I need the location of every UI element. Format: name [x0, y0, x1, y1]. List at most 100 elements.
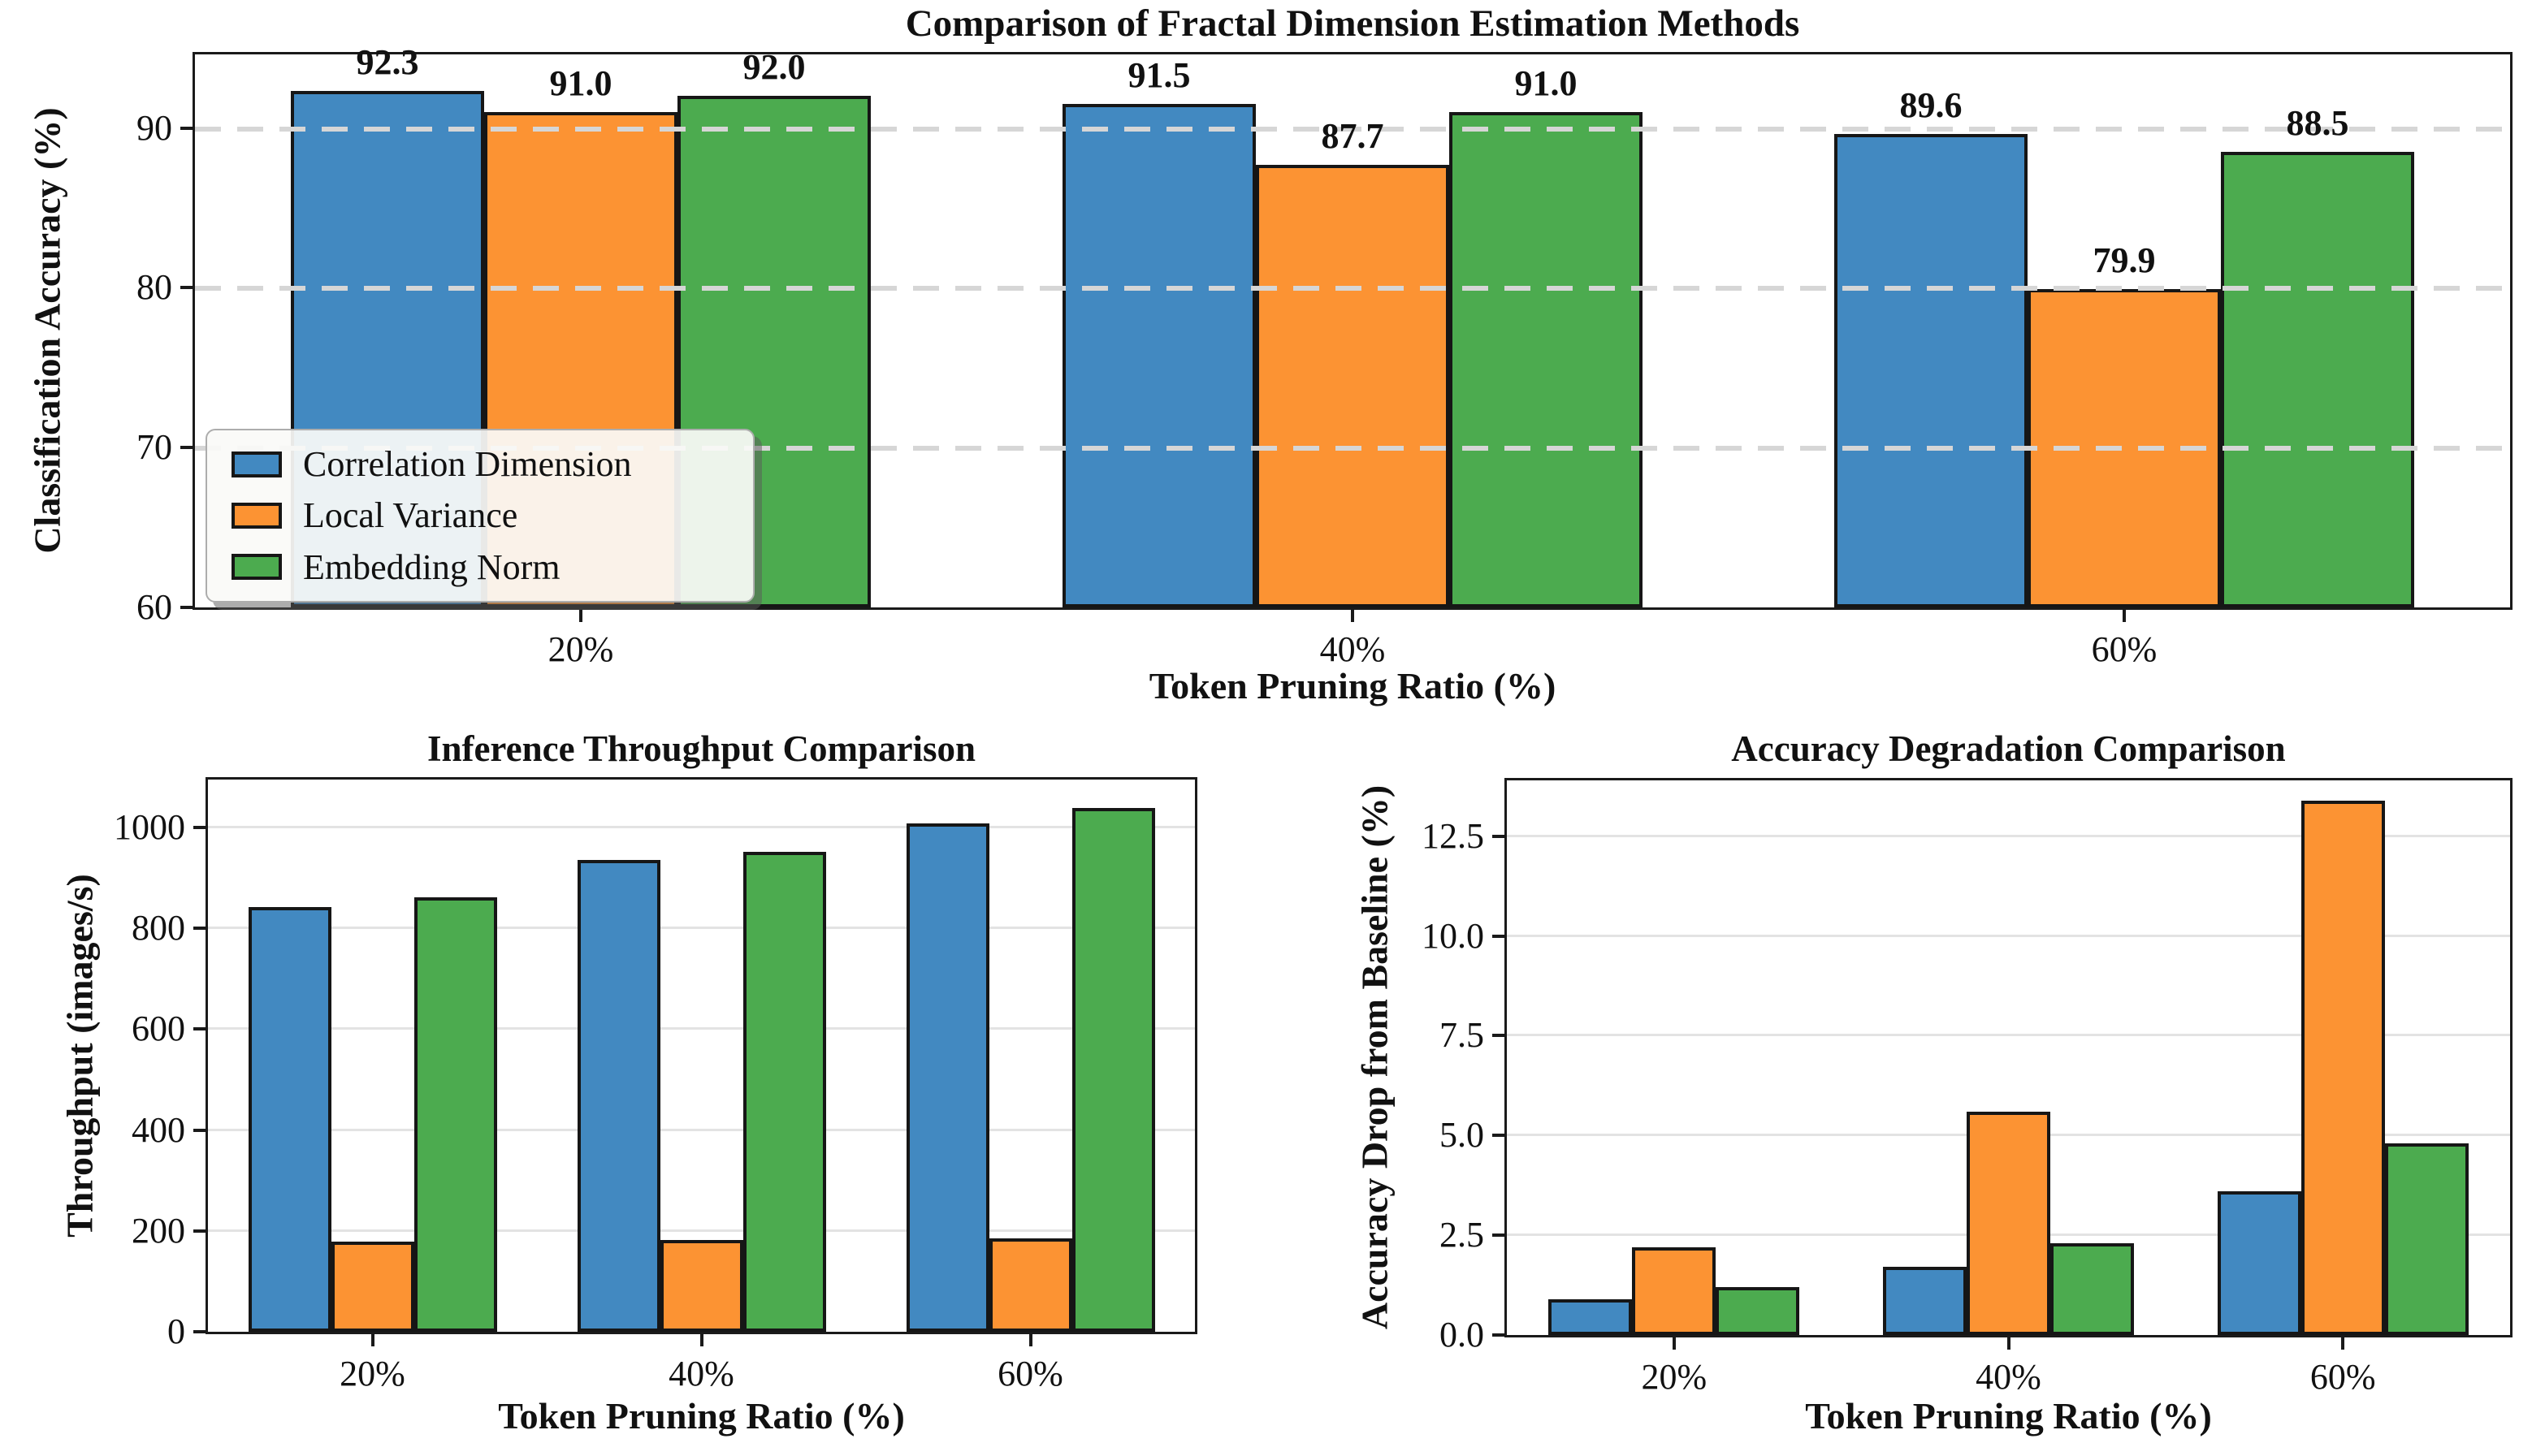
y-tick-label: 70 [136, 427, 172, 468]
bar-value-label: 92.0 [742, 47, 806, 88]
x-tick-label: 20% [548, 629, 614, 669]
y-tick-mark [193, 1128, 206, 1132]
y-tick-mark [193, 825, 206, 829]
bar-value-label: 91.0 [549, 63, 612, 103]
bar-correlation-dimension-40% [577, 859, 660, 1332]
legend-item-correlation-dimension: Correlation Dimension [232, 443, 753, 485]
plot-area: 60 70 80 90 20% 92.3 91.0 92.0 40% 91.5 87.7 91.0 60… [136, 42, 2513, 669]
y-tick-label: 10.0 [1422, 915, 1484, 956]
y-tick-mark [180, 126, 193, 130]
chart-title: Inference Throughput Comparison [426, 728, 976, 769]
x-tick-mark [370, 1334, 374, 1346]
legend-label: Local Variance [303, 495, 518, 536]
x-tick-label: 60% [2091, 629, 2158, 669]
x-tick-mark [2123, 610, 2126, 622]
legend-swatch-local-variance [232, 502, 282, 529]
bar-embedding-norm-40% [1449, 111, 1643, 607]
y-tick-mark [193, 1330, 206, 1333]
y-tick-mark [1492, 834, 1504, 838]
bar-correlation-dimension-60% [1834, 134, 2028, 607]
bar-local-variance-20% [1632, 1246, 1716, 1335]
y-tick-mark [1492, 1134, 1504, 1138]
y-tick-mark [180, 286, 193, 290]
x-tick-mark [2006, 1337, 2010, 1350]
x-tick-mark [1672, 1337, 1676, 1350]
x-axis-label: Token Pruning Ratio (%) [1149, 665, 1556, 706]
plot-area: 0 200 400 600 800 1000 20% 40% 60% [114, 777, 1197, 1393]
y-tick-label: 80 [136, 267, 172, 308]
bar-embedding-norm-20% [1716, 1287, 1800, 1335]
bar-value-label: 79.9 [2093, 240, 2156, 281]
bar-embedding-norm-20% [413, 897, 497, 1332]
y-tick-label: 1000 [114, 806, 185, 847]
legend: Correlation Dimension Local Variance Emb… [206, 429, 755, 603]
y-tick-label: 0 [167, 1311, 185, 1351]
gridline [208, 825, 1195, 828]
y-axis-label: Classification Accuracy (%) [26, 107, 68, 554]
x-tick-mark [699, 1334, 703, 1346]
x-tick-mark [2341, 1337, 2345, 1350]
bar-embedding-norm-60% [1071, 808, 1155, 1332]
bar-value-label: 87.7 [1321, 115, 1384, 156]
y-tick-label: 800 [132, 908, 185, 948]
y-tick-mark [1492, 1333, 1504, 1337]
x-tick-label: 40% [1319, 629, 1386, 669]
gridline [208, 1128, 1195, 1131]
gridline [1507, 934, 2510, 937]
gridline [195, 446, 2510, 451]
x-tick-label: 40% [1976, 1357, 2041, 1397]
y-tick-mark [180, 606, 193, 609]
bar-local-variance-40% [1967, 1111, 2050, 1335]
bar-correlation-dimension-40% [1063, 104, 1256, 607]
y-tick-mark [193, 927, 206, 931]
bar-local-variance-20% [331, 1242, 414, 1332]
x-tick-label: 60% [2309, 1357, 2376, 1397]
bar-correlation-dimension-60% [906, 823, 989, 1332]
gridline [195, 126, 2510, 132]
chart-title: Comparison of Fractal Dimension Estimati… [905, 2, 1800, 45]
y-tick-label: 200 [132, 1210, 185, 1251]
y-tick-mark [193, 1229, 206, 1233]
bar-correlation-dimension-20% [248, 907, 331, 1332]
x-tick-mark [1351, 610, 1354, 622]
gridline [1507, 834, 2510, 837]
x-tick-label: 40% [669, 1354, 734, 1393]
y-tick-mark [1492, 1233, 1504, 1238]
bar-local-variance-60% [2300, 800, 2385, 1335]
y-tick-label: 600 [132, 1009, 185, 1049]
bar-embedding-norm-60% [2384, 1143, 2469, 1335]
y-tick-label: 400 [132, 1109, 185, 1150]
bar-local-variance-40% [660, 1239, 743, 1332]
x-tick-mark [1028, 1334, 1032, 1346]
x-tick-label: 20% [340, 1354, 405, 1393]
legend-item-local-variance: Local Variance [232, 495, 753, 536]
y-tick-label: 0.0 [1439, 1315, 1484, 1354]
gridline [208, 1027, 1195, 1030]
legend-item-embedding-norm: Embedding Norm [232, 547, 753, 588]
legend-swatch-embedding-norm [232, 554, 282, 581]
x-tick-label: 60% [998, 1354, 1063, 1393]
y-tick-mark [180, 446, 193, 450]
legend-label: Embedding Norm [303, 547, 561, 587]
bar-embedding-norm-60% [2221, 152, 2414, 607]
bar-value-label: 92.3 [356, 42, 419, 83]
y-tick-label: 12.5 [1422, 815, 1484, 856]
y-tick-label: 5.0 [1439, 1115, 1484, 1156]
y-tick-label: 60 [136, 587, 172, 627]
bar-embedding-norm-40% [2050, 1242, 2134, 1335]
x-axis-label: Token Pruning Ratio (%) [498, 1395, 905, 1437]
chart-title: Accuracy Degradation Comparison [1731, 728, 2286, 769]
gridline [195, 286, 2510, 292]
gridline [1507, 1034, 2510, 1037]
x-axis-label: Token Pruning Ratio (%) [1805, 1395, 2212, 1437]
y-tick-mark [1492, 1034, 1504, 1038]
legend-label: Correlation Dimension [303, 444, 632, 485]
bar-value-label: 88.5 [2286, 103, 2349, 144]
legend-swatch-correlation-dimension [232, 451, 282, 477]
y-tick-mark [1492, 934, 1504, 938]
y-tick-mark [193, 1027, 206, 1031]
y-tick-label: 90 [136, 107, 172, 148]
bar-value-label: 91.0 [1514, 63, 1578, 103]
bar-correlation-dimension-40% [1883, 1267, 1967, 1335]
